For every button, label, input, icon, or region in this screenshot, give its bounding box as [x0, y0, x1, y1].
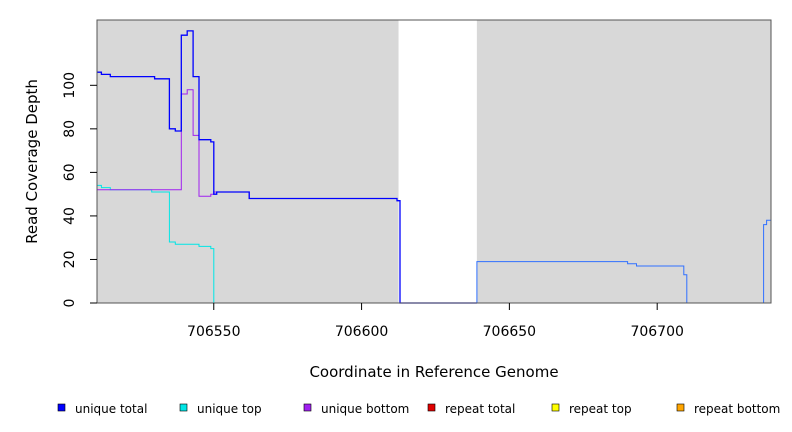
y-tick-label: 0	[62, 299, 78, 308]
legend-label: repeat total	[445, 402, 515, 416]
y-tick-label: 80	[62, 120, 78, 138]
y-tick-label: 40	[62, 207, 78, 225]
y-tick-label: 100	[62, 72, 78, 99]
y-axis: 0 20 40 60 80 100	[62, 72, 97, 308]
legend-item-unique-total: unique total	[57, 402, 147, 416]
shaded-regions	[97, 20, 771, 303]
series-line-unique-top	[97, 184, 400, 304]
legend-label: repeat top	[569, 402, 632, 416]
series-line-combined	[476, 219, 771, 304]
legend-label: unique top	[197, 402, 262, 416]
legend-label: unique bottom	[321, 402, 409, 416]
legend-swatch	[179, 403, 188, 412]
x-tick-label: 706700	[630, 324, 683, 340]
legend-item-repeat-bottom: repeat bottom	[676, 402, 780, 416]
x-tick-label: 706550	[187, 324, 240, 340]
y-tick-label: 20	[62, 251, 78, 269]
legend-swatch	[303, 403, 312, 412]
series-line-unique-total	[97, 30, 477, 304]
plot-frame	[96, 19, 772, 304]
legend-swatch	[427, 403, 436, 412]
x-axis-title: Coordinate in Reference Genome	[309, 363, 558, 381]
shaded-region-2	[476, 20, 771, 303]
legend-label: repeat bottom	[694, 402, 780, 416]
legend-swatch	[551, 403, 560, 412]
x-tick-label: 706600	[335, 324, 388, 340]
shaded-region-1	[97, 20, 399, 303]
legend-item-repeat-total: repeat total	[427, 402, 515, 416]
legend-item-unique-top: unique top	[179, 402, 262, 416]
legend-item-unique-bottom: unique bottom	[303, 402, 409, 416]
legend-swatch	[57, 403, 66, 412]
legend-label: unique total	[75, 402, 147, 416]
x-tick-label: 706650	[483, 324, 536, 340]
y-axis-title: Read Coverage Depth	[23, 79, 41, 244]
legend-item-repeat-top: repeat top	[551, 402, 632, 416]
legend-swatch	[676, 403, 685, 412]
y-tick-label: 60	[62, 163, 78, 181]
x-axis: 706550 706600 706650 706700	[187, 303, 684, 340]
legend: unique total unique top unique bottom repea…	[57, 402, 780, 416]
